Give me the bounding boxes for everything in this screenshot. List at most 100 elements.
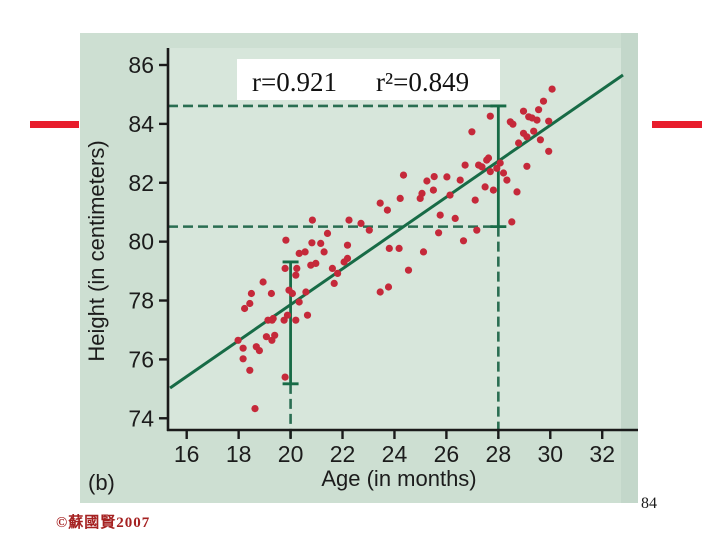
- scatter-point: [446, 191, 454, 199]
- scatter-point: [357, 219, 365, 227]
- panel-right-strip: [621, 33, 638, 503]
- scatter-point: [509, 120, 517, 128]
- scatter-point: [536, 136, 544, 144]
- scatter-point: [429, 186, 437, 194]
- scatter-point: [383, 206, 391, 214]
- scatter-point: [528, 114, 536, 122]
- y-tick-label: 84: [128, 111, 154, 137]
- scatter-point: [301, 248, 309, 256]
- y-tick-label: 86: [128, 52, 154, 78]
- x-axis-title: Age (in months): [321, 466, 476, 491]
- scatter-point: [545, 117, 553, 125]
- scatter-point: [496, 159, 504, 167]
- scatter-point: [481, 183, 489, 191]
- scatter-point: [545, 147, 553, 155]
- scatter-point: [259, 278, 267, 286]
- scatter-point: [484, 154, 493, 162]
- scatter-point: [436, 211, 444, 219]
- scatter-point: [262, 333, 270, 341]
- scatter-point: [471, 196, 479, 204]
- scatter-point: [365, 226, 373, 234]
- scatter-point: [530, 127, 538, 135]
- x-tick-label: 26: [434, 441, 460, 467]
- scatter-point: [548, 85, 556, 93]
- scatter-point: [251, 405, 259, 413]
- scatter-point: [308, 239, 316, 247]
- scatter-point: [396, 194, 404, 202]
- scatter-point: [430, 173, 438, 181]
- scatter-point: [247, 289, 255, 298]
- scatter-point: [267, 289, 275, 298]
- scatter-point: [343, 254, 352, 262]
- scatter-point: [328, 264, 336, 272]
- scatter-point: [295, 249, 303, 257]
- y-tick-label: 74: [128, 405, 154, 431]
- scatter-point: [292, 316, 300, 324]
- plot-area-background: [168, 48, 633, 430]
- scatter-point: [456, 176, 464, 184]
- scatter-point: [283, 311, 292, 319]
- scatter-point: [268, 316, 276, 324]
- scatter-figure: 74 76 78 80 82 84 86 16 18 20 22 24 26 28 30 32 Age (in …: [80, 33, 640, 503]
- scatter-point: [293, 264, 301, 272]
- scatter-point: [295, 298, 303, 306]
- y-axis-title: Height (in centimeters): [84, 140, 109, 361]
- page-number: 84: [641, 495, 657, 512]
- scatter-point: [535, 106, 543, 114]
- scatter-point: [486, 168, 494, 176]
- scatter-point: [292, 271, 300, 279]
- annotation-box: [237, 59, 500, 100]
- scatter-point: [539, 97, 548, 105]
- scatter-point: [302, 288, 310, 296]
- scatter-point: [285, 286, 293, 294]
- scatter-point: [234, 336, 242, 344]
- scatter-point: [461, 161, 469, 169]
- scatter-point: [385, 244, 393, 252]
- scatter-point: [435, 229, 443, 237]
- scatter-point: [423, 177, 431, 185]
- scatter-point: [404, 266, 413, 274]
- x-tick-label: 20: [278, 441, 304, 467]
- scatter-point: [503, 176, 511, 184]
- scatter-point: [515, 139, 523, 147]
- panel-label: (b): [88, 470, 115, 495]
- scatter-point: [399, 171, 408, 179]
- x-tick-label: 28: [486, 441, 512, 467]
- y-tick-label: 80: [128, 229, 154, 255]
- scatter-point: [473, 226, 481, 234]
- copyright-text: ©蘇國賢2007: [56, 515, 151, 531]
- y-tick-label: 82: [128, 170, 154, 196]
- scatter-point: [323, 229, 332, 237]
- scatter-point: [478, 163, 486, 171]
- scatter-point: [281, 373, 289, 381]
- scatter-point: [312, 259, 320, 267]
- scatter-point: [523, 133, 531, 141]
- regression-line: [169, 73, 624, 390]
- scatter-point: [308, 216, 316, 224]
- scatter-point: [330, 279, 338, 287]
- scatter-point: [459, 237, 468, 245]
- scatter-point: [486, 112, 494, 120]
- scatter-point: [303, 311, 312, 319]
- x-tick-label: 22: [330, 441, 356, 467]
- x-tick-label: 18: [226, 441, 252, 467]
- scatter-point: [395, 244, 403, 252]
- scatter-point: [416, 194, 424, 202]
- scatter-point: [419, 248, 428, 256]
- scatter-point: [443, 173, 451, 181]
- scatter-point: [255, 347, 263, 355]
- scatter-point: [523, 162, 531, 170]
- y-tick-label: 78: [128, 288, 154, 314]
- scatter-point: [241, 304, 249, 313]
- x-tick-label: 16: [174, 441, 200, 467]
- y-tick-label: 76: [128, 346, 154, 372]
- x-tick-label: 30: [537, 441, 563, 467]
- scatter-point: [239, 344, 247, 352]
- scatter-point: [376, 288, 384, 296]
- scatter-point: [493, 164, 501, 172]
- scatter-point: [513, 188, 521, 196]
- scatter-points: [234, 85, 556, 413]
- scatter-point: [345, 216, 353, 224]
- scatter-point: [246, 366, 254, 374]
